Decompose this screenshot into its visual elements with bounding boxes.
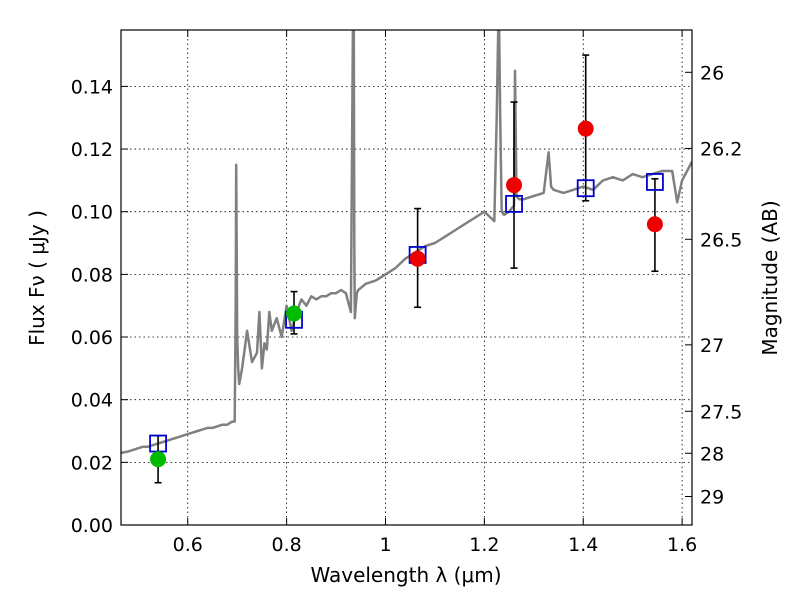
grid (121, 30, 692, 525)
y-tick-label: 0.14 (71, 76, 113, 98)
y-tick-label: 0.00 (71, 515, 113, 537)
x-tick-label: 1.2 (469, 534, 499, 556)
right-tick-label: 28 (700, 443, 724, 465)
x-tick-label: 0.6 (173, 534, 203, 556)
y-tick-label: 0.04 (71, 390, 113, 412)
spectrum-series (121, 30, 692, 455)
model-photometry-point (646, 173, 664, 191)
right-tick-label: 29 (700, 486, 724, 508)
y-tick-label: 0.02 (71, 452, 113, 474)
model-photometry-point (576, 179, 595, 198)
y-axis-title: Flux Fν ( μJy ) (25, 210, 49, 346)
x-tick-label: 1.6 (667, 534, 697, 556)
right-tick-label: 27 (700, 335, 724, 357)
right-tick-label: 26.5 (700, 229, 742, 251)
right-tick-label: 27.5 (700, 401, 742, 423)
y-tick-label: 0.12 (71, 139, 113, 161)
spectrum-line (121, 30, 692, 455)
observed-point (286, 305, 303, 322)
observed-point (409, 250, 426, 267)
y-tick-label: 0.08 (71, 264, 113, 286)
observed-point (646, 216, 663, 233)
axis-ticks (121, 30, 692, 526)
x-tick-label: 0.8 (272, 534, 302, 556)
observed-point (506, 177, 523, 194)
y-tick-label: 0.06 (71, 327, 113, 349)
right-tick-label: 26 (700, 62, 724, 84)
x-tick-label: 1 (379, 534, 391, 556)
tick-labels: 0.6 0.8 1 1.2 1.4 1.6 0.00 0.02 0.04 0.06 0.08 0.10… (71, 62, 743, 556)
right-axis-title: Magnitude (AB) (758, 200, 782, 355)
observed-point (577, 120, 594, 137)
right-tick-label: 26.2 (700, 138, 742, 160)
observed-point (150, 451, 167, 468)
observed-photometry-series (150, 120, 663, 468)
y-tick-label: 0.10 (71, 202, 113, 224)
model-photometry-point (505, 194, 523, 213)
plot-frame (120, 29, 693, 526)
x-tick-label: 1.4 (568, 534, 598, 556)
x-axis-title: Wavelength λ (μm) (310, 563, 501, 587)
